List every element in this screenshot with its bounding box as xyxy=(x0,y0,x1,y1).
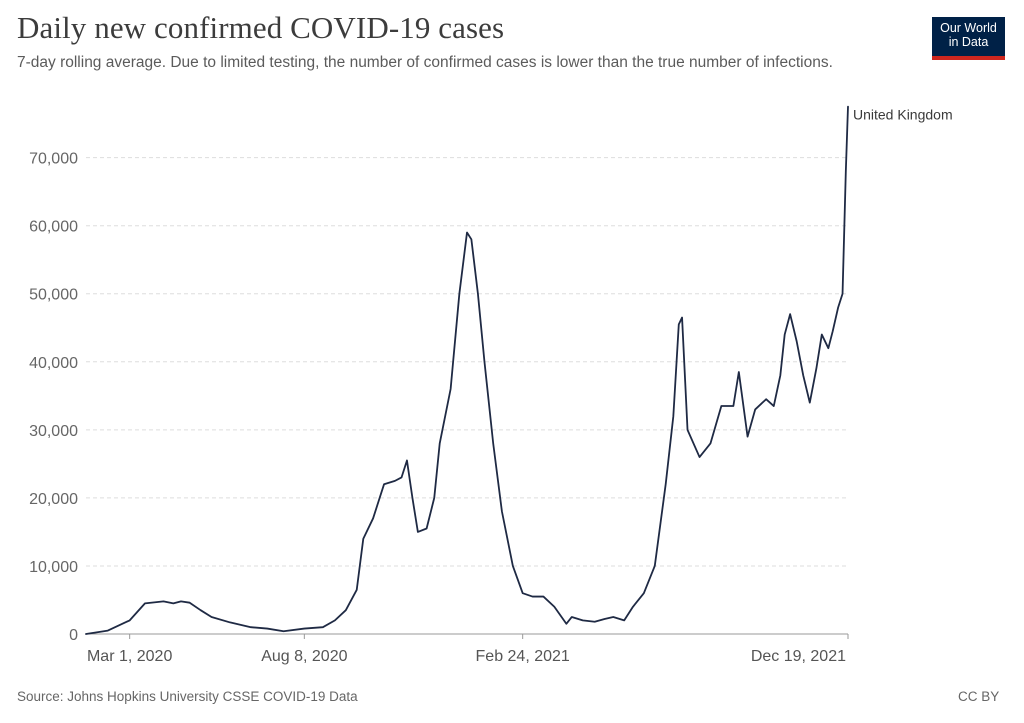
line-chart: 0 10,000 20,000 30,000 40,000 50,000 60,000 70,… xyxy=(29,105,953,665)
x-tick-label: Feb 24, 2021 xyxy=(476,648,570,665)
y-tick-label: 20,000 xyxy=(29,491,78,508)
license-label[interactable]: CC BY xyxy=(958,689,1000,704)
y-axis-labels: 0 10,000 20,000 30,000 40,000 50,000 60,000 70,… xyxy=(29,151,78,644)
source-note[interactable]: Source: Johns Hopkins University CSSE CO… xyxy=(17,689,358,704)
y-tick-label: 30,000 xyxy=(29,423,78,440)
y-tick-label: 50,000 xyxy=(29,287,78,304)
x-tick-label: Mar 1, 2020 xyxy=(87,648,172,665)
y-tick-label: 40,000 xyxy=(29,355,78,372)
owid-logo[interactable]: Our World in Data xyxy=(932,17,1005,60)
y-tick-label: 60,000 xyxy=(29,219,78,236)
logo-line-1: Our World xyxy=(940,21,997,35)
x-tick-label: Dec 19, 2021 xyxy=(751,648,846,665)
y-tick-label: 70,000 xyxy=(29,151,78,168)
x-axis: Mar 1, 2020 Aug 8, 2020 Feb 24, 2021 Dec 19… xyxy=(86,633,849,665)
logo-line-2: in Data xyxy=(948,35,989,49)
grid-lines xyxy=(86,157,848,567)
plot-area[interactable]: United Kingdom xyxy=(85,105,953,635)
page-title: Daily new confirmed COVID-19 cases xyxy=(17,10,505,45)
page-subtitle: 7-day rolling average. Due to limited te… xyxy=(17,54,833,71)
x-tick-label: Aug 8, 2020 xyxy=(261,648,347,665)
series-line-united-kingdom xyxy=(85,105,849,635)
series-label-united-kingdom: United Kingdom xyxy=(853,107,953,123)
y-tick-label: 10,000 xyxy=(29,559,78,576)
y-tick-label: 0 xyxy=(69,627,78,644)
